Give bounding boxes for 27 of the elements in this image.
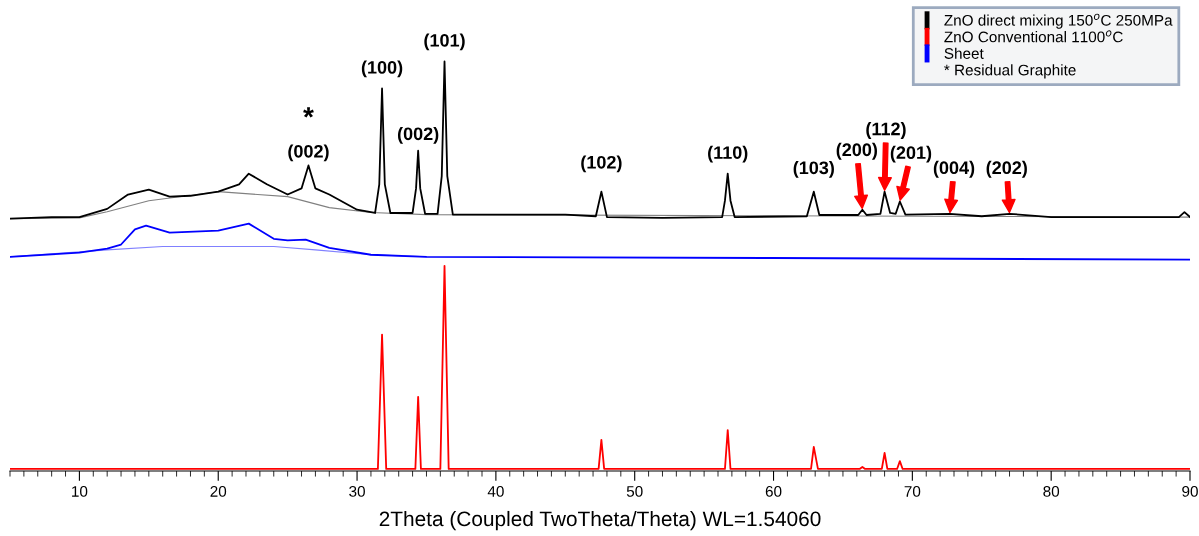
x-tick-label: 50 <box>626 485 643 497</box>
legend-label: ZnO Conventional 1100$^{o}$C <box>944 30 1123 43</box>
x-tick-label: 20 <box>210 485 227 497</box>
legend-label: ZnO direct mixing 150$^{o}$C 250MPa <box>944 13 1173 29</box>
x-tick-label: 90 <box>1182 485 1198 497</box>
annotation: * <box>303 107 314 118</box>
x-tick-label: 40 <box>487 485 504 497</box>
annotation: (103) <box>793 160 834 178</box>
annotation: (002) <box>288 144 329 162</box>
annotation: (004) <box>933 160 975 178</box>
x-tick-label: 70 <box>904 485 921 497</box>
legend-label: Sheet <box>944 47 984 59</box>
annotation: * Residual Graphite <box>944 64 1076 79</box>
x-axis-title: 2Theta (Coupled TwoTheta/Theta) WL=1.54060 <box>379 510 821 531</box>
x-tick-label: 60 <box>765 485 782 497</box>
annotation: (112) <box>866 122 906 139</box>
x-tick-label: 30 <box>349 485 365 497</box>
annotation: (201) <box>890 145 932 163</box>
annotation: (100) <box>361 60 403 78</box>
x-tick-label: 10 <box>72 485 88 497</box>
annotation: (101) <box>424 33 465 51</box>
annotation: (110) <box>708 145 748 163</box>
annotation: (102) <box>581 155 622 173</box>
annotation: (002) <box>397 126 439 144</box>
annotation: (200) <box>836 142 877 160</box>
x-tick-label: 80 <box>1043 485 1060 497</box>
annotation: (202) <box>986 160 1027 178</box>
